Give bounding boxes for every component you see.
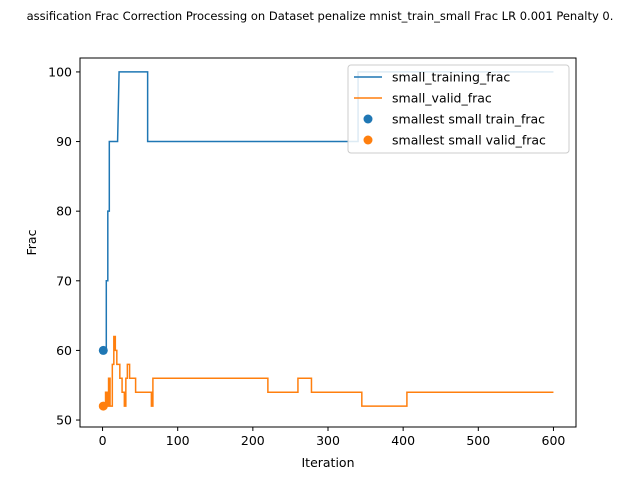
x-tick-label: 600	[542, 433, 566, 448]
legend-label-small-valid-frac: small_valid_frac	[392, 91, 492, 106]
x-tick-label: 0	[99, 433, 107, 448]
y-tick-label: 80	[56, 204, 72, 219]
y-tick-label: 50	[56, 413, 72, 428]
y-tick-label: 70	[56, 273, 72, 288]
x-tick-label: 300	[316, 433, 340, 448]
legend-swatch-smallest-small-valid-frac	[363, 135, 373, 145]
x-tick-label: 100	[166, 433, 190, 448]
chart-title: assification Frac Correction Processing …	[27, 9, 614, 23]
legend-label-smallest-small-valid-frac: smallest small valid_frac	[392, 133, 546, 148]
legend-box	[347, 64, 570, 154]
plot-area: 0 100 200 300 400 500 600 50 60 70 80 90 100	[48, 57, 577, 448]
series-line-small-training-frac	[102, 71, 554, 352]
legend-label-smallest-small-train-frac: smallest small train_frac	[392, 112, 545, 127]
series-line-small-valid-frac	[102, 335, 554, 407]
x-tick-label: 400	[391, 433, 415, 448]
x-tick-label: 500	[466, 433, 490, 448]
scatter-point-smallest-small-train-frac	[98, 345, 108, 355]
legend-swatch-smallest-small-train-frac	[363, 114, 373, 124]
x-tick-label: 200	[241, 433, 265, 448]
y-tick-label: 60	[56, 343, 72, 358]
y-tick-label: 100	[48, 64, 72, 79]
x-axis-label: Iteration	[301, 455, 354, 470]
legend: small_training_frac small_valid_fracsmall…	[347, 64, 570, 154]
scatter-point-smallest-small-valid-frac	[98, 401, 108, 411]
y-axis-label: Frac	[24, 229, 39, 255]
legend-label-small-training-frac: small_training_frac	[392, 70, 510, 85]
y-tick-label: 90	[56, 134, 72, 149]
